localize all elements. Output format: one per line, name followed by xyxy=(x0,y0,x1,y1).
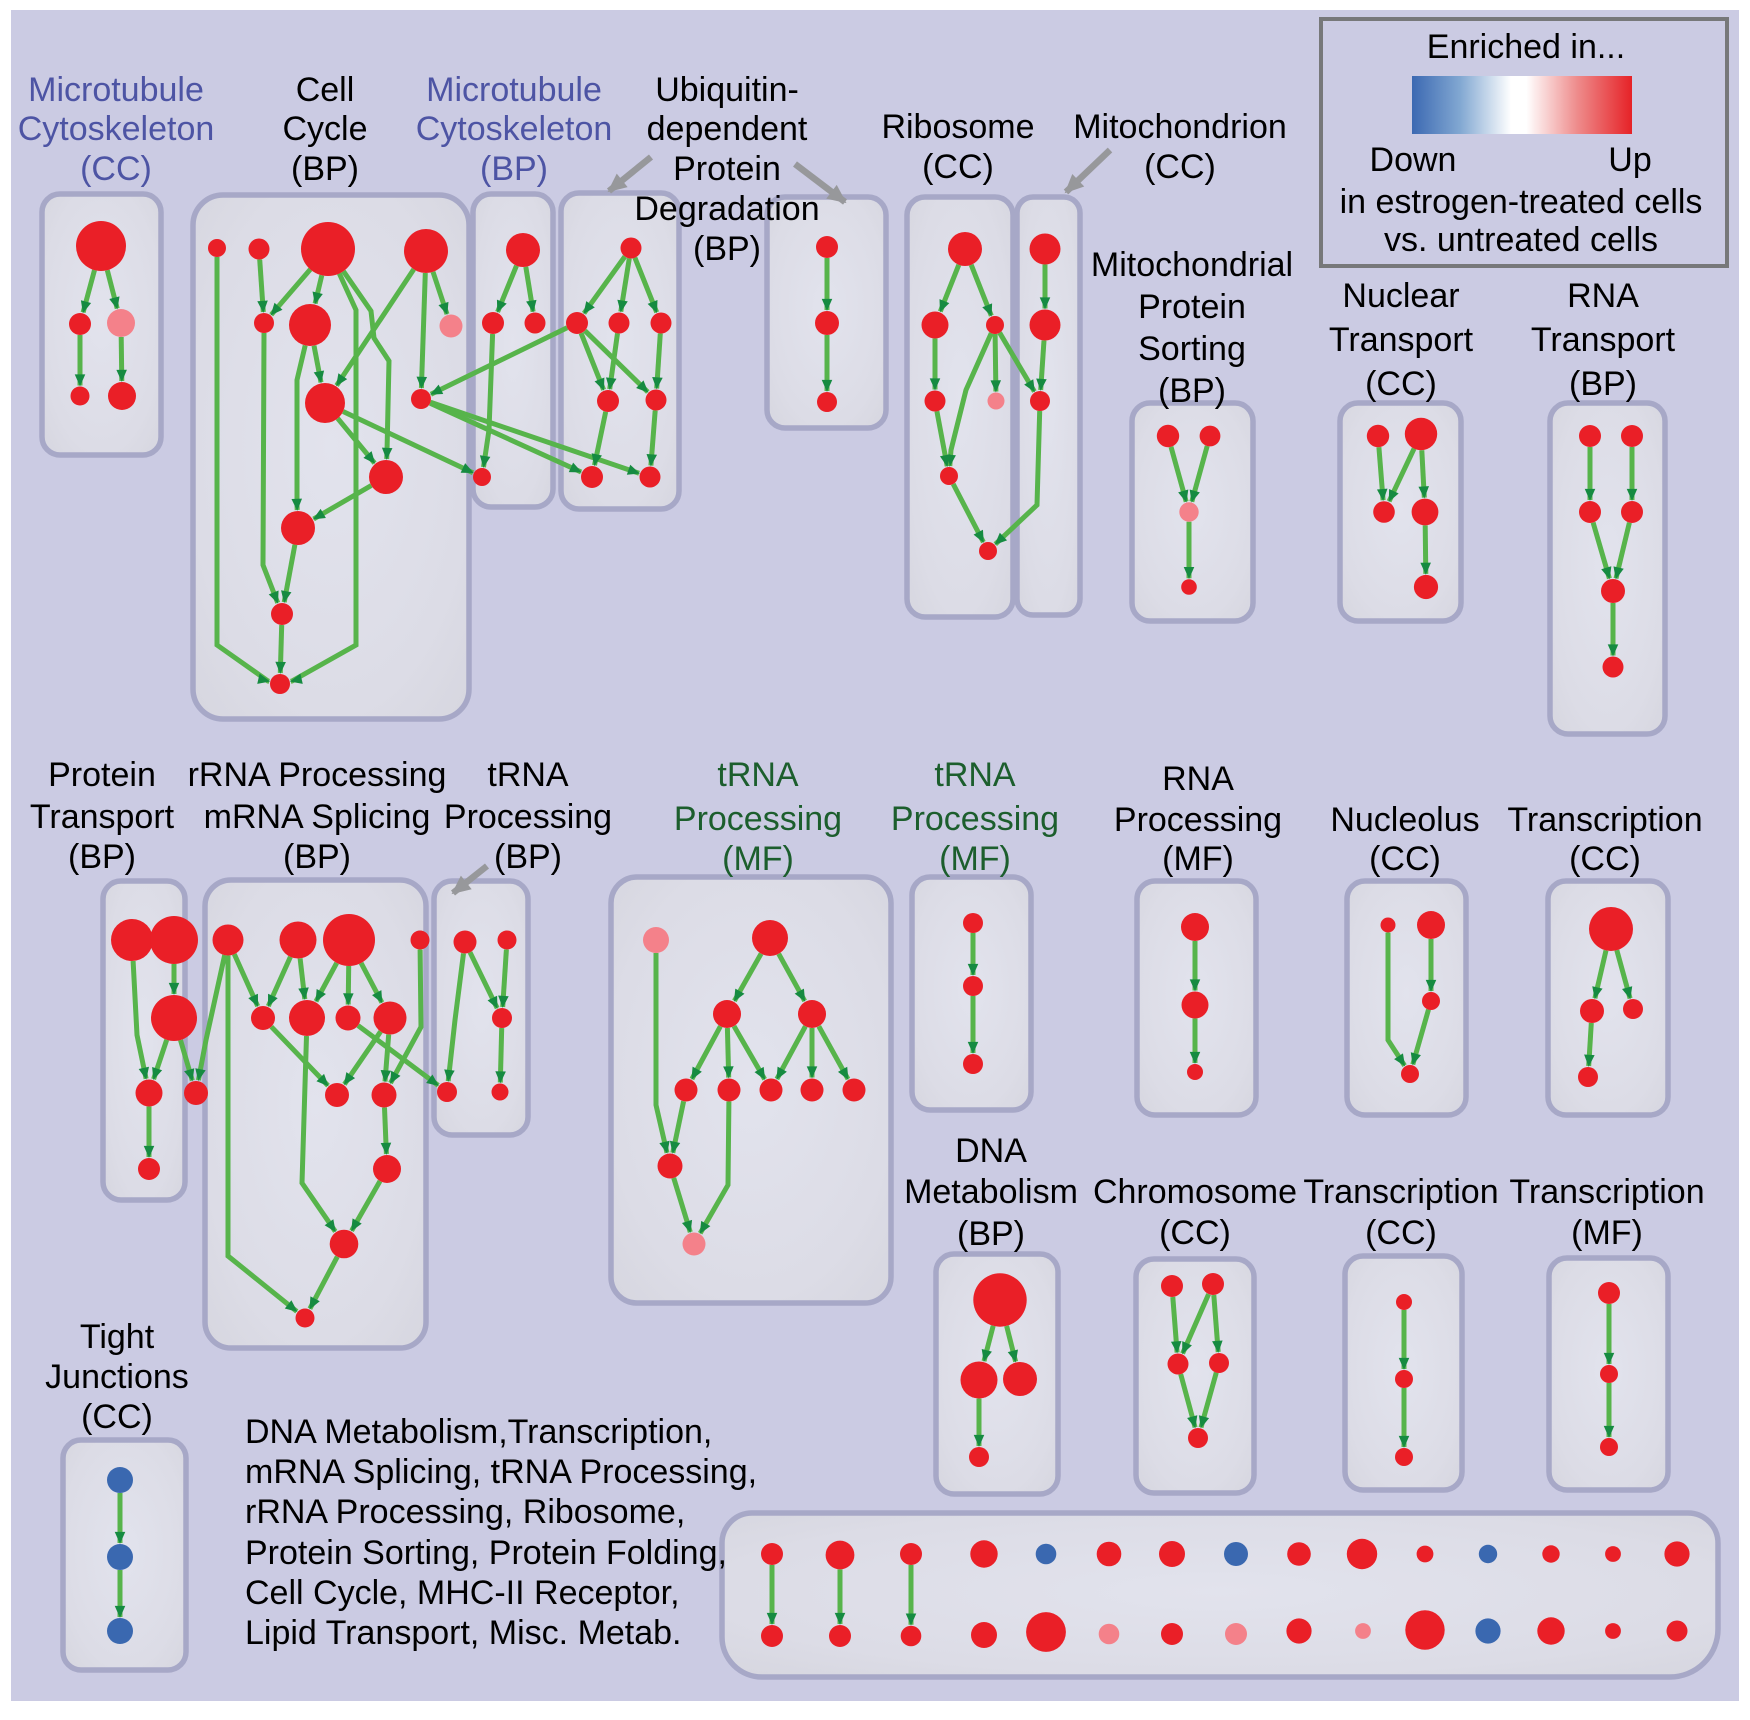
svg-text:Metabolism: Metabolism xyxy=(904,1173,1078,1211)
svg-text:Cell: Cell xyxy=(296,71,355,109)
svg-text:(CC): (CC) xyxy=(1144,148,1216,186)
svg-text:Microtubule: Microtubule xyxy=(426,71,602,109)
svg-text:RNA: RNA xyxy=(1567,277,1639,315)
svg-text:Processing: Processing xyxy=(444,798,612,836)
svg-text:Cytoskeleton: Cytoskeleton xyxy=(18,110,215,148)
svg-text:Tight: Tight xyxy=(80,1318,155,1356)
svg-text:(BP): (BP) xyxy=(291,150,359,188)
svg-text:(MF): (MF) xyxy=(939,840,1011,878)
svg-text:Nuclear: Nuclear xyxy=(1342,277,1459,315)
svg-text:RNA: RNA xyxy=(1162,760,1234,798)
svg-text:Transcription: Transcription xyxy=(1303,1173,1498,1211)
svg-text:in estrogen-treated cells: in estrogen-treated cells xyxy=(1340,183,1703,221)
svg-text:DNA: DNA xyxy=(955,1132,1027,1170)
svg-text:(BP): (BP) xyxy=(693,230,761,268)
svg-text:Down: Down xyxy=(1370,141,1457,179)
svg-text:(BP): (BP) xyxy=(494,838,562,876)
svg-text:Mitochondrion: Mitochondrion xyxy=(1073,108,1287,146)
svg-text:Up: Up xyxy=(1608,141,1651,179)
svg-text:Protein: Protein xyxy=(48,756,156,794)
svg-text:rRNA Processing: rRNA Processing xyxy=(188,756,447,794)
svg-text:Processing: Processing xyxy=(674,800,842,838)
svg-text:(CC): (CC) xyxy=(922,148,994,186)
svg-text:mRNA Splicing, tRNA Processing: mRNA Splicing, tRNA Processing, xyxy=(245,1453,757,1491)
svg-text:(CC): (CC) xyxy=(1569,840,1641,878)
svg-text:Transport: Transport xyxy=(1329,321,1474,359)
svg-text:tRNA: tRNA xyxy=(717,756,799,794)
svg-text:Protein: Protein xyxy=(1138,288,1246,326)
svg-text:(CC): (CC) xyxy=(80,150,152,188)
svg-text:Ubiquitin-: Ubiquitin- xyxy=(655,71,799,109)
svg-text:(MF): (MF) xyxy=(1571,1214,1643,1252)
svg-text:(CC): (CC) xyxy=(1365,1214,1437,1252)
svg-text:(MF): (MF) xyxy=(1162,840,1234,878)
svg-text:mRNA Splicing: mRNA Splicing xyxy=(204,798,431,836)
svg-text:Protein: Protein xyxy=(673,150,781,188)
svg-text:(CC): (CC) xyxy=(1159,1214,1231,1252)
svg-text:Enriched in...: Enriched in... xyxy=(1427,28,1625,66)
svg-text:Degradation: Degradation xyxy=(634,190,819,228)
svg-text:Transport: Transport xyxy=(1531,321,1676,359)
svg-text:dependent: dependent xyxy=(647,110,808,148)
svg-text:(BP): (BP) xyxy=(68,838,136,876)
svg-text:Nucleolus: Nucleolus xyxy=(1330,801,1479,839)
svg-text:tRNA: tRNA xyxy=(934,756,1016,794)
svg-text:Cell Cycle, MHC-II Receptor,: Cell Cycle, MHC-II Receptor, xyxy=(245,1574,680,1612)
svg-text:(CC): (CC) xyxy=(1369,840,1441,878)
svg-text:tRNA: tRNA xyxy=(487,756,569,794)
svg-text:Processing: Processing xyxy=(1114,801,1282,839)
svg-text:DNA Metabolism,Transcription,: DNA Metabolism,Transcription, xyxy=(245,1413,712,1451)
svg-text:Chromosome: Chromosome xyxy=(1093,1173,1297,1211)
svg-text:Transcription: Transcription xyxy=(1509,1173,1704,1211)
svg-text:Transcription: Transcription xyxy=(1507,801,1702,839)
svg-text:Transport: Transport xyxy=(30,798,175,836)
svg-text:Cytoskeleton: Cytoskeleton xyxy=(416,110,613,148)
svg-text:(BP): (BP) xyxy=(1569,365,1637,403)
svg-text:Sorting: Sorting xyxy=(1138,330,1246,368)
svg-text:Ribosome: Ribosome xyxy=(881,108,1034,146)
svg-text:(MF): (MF) xyxy=(722,840,794,878)
svg-text:(CC): (CC) xyxy=(1365,365,1437,403)
svg-text:Mitochondrial: Mitochondrial xyxy=(1091,246,1293,284)
svg-text:Junctions: Junctions xyxy=(45,1358,189,1396)
svg-text:vs. untreated cells: vs. untreated cells xyxy=(1384,221,1658,259)
svg-text:Protein Sorting, Protein Foldi: Protein Sorting, Protein Folding, xyxy=(245,1534,727,1572)
svg-text:(BP): (BP) xyxy=(957,1215,1025,1253)
svg-text:(CC): (CC) xyxy=(81,1398,153,1436)
svg-text:(BP): (BP) xyxy=(480,150,548,188)
svg-text:(BP): (BP) xyxy=(283,838,351,876)
svg-text:Microtubule: Microtubule xyxy=(28,71,204,109)
svg-text:rRNA Processing, Ribosome,: rRNA Processing, Ribosome, xyxy=(245,1493,685,1531)
svg-text:Lipid Transport, Misc. Metab.: Lipid Transport, Misc. Metab. xyxy=(245,1614,682,1652)
svg-text:Processing: Processing xyxy=(891,800,1059,838)
svg-text:(BP): (BP) xyxy=(1158,372,1226,410)
svg-text:Cycle: Cycle xyxy=(282,110,367,148)
